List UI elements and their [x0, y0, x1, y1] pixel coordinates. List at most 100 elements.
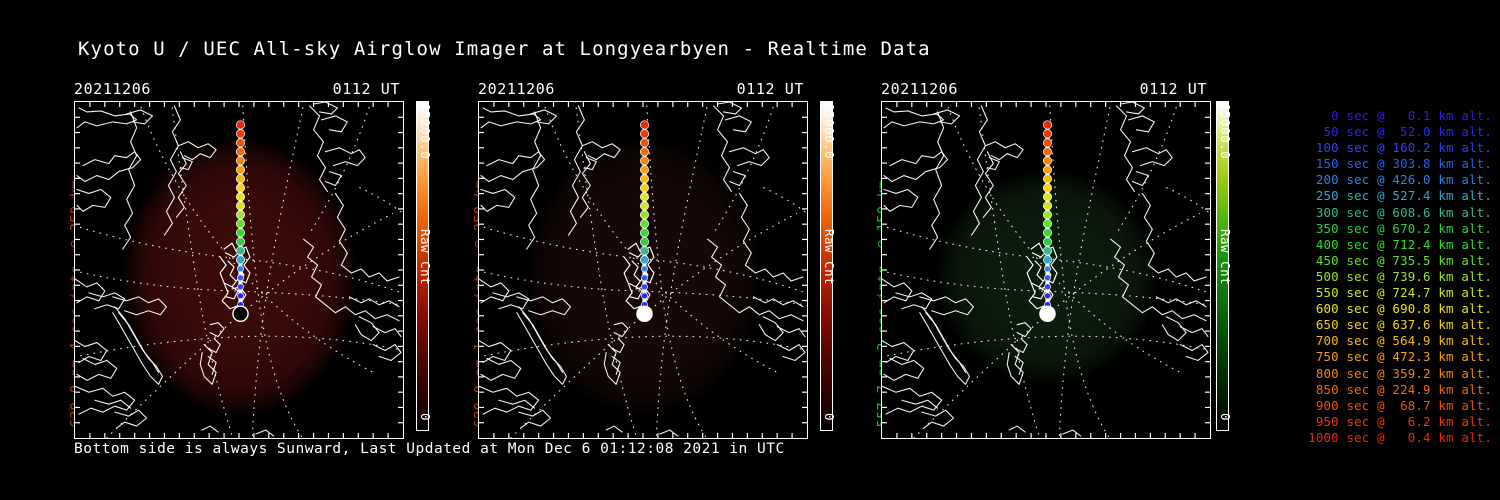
track-marker — [1042, 129, 1053, 139]
colorbar-max-label: 65000.0 — [822, 103, 837, 160]
legend-row: 300 sec @ 608.6 km alt. — [1308, 204, 1492, 220]
track-marker — [237, 292, 244, 300]
colorbar-630nm-4sec: 65000.0 Raw Cnt 0 — [410, 101, 456, 431]
legend-row: 250 sec @ 527.4 km alt. — [1308, 188, 1492, 204]
panel-date: 20211206 — [478, 80, 556, 98]
legend-row: 700 sec @ 564.9 km alt. — [1308, 333, 1492, 349]
track-marker — [1042, 183, 1053, 193]
legend-row: 600 sec @ 690.8 km alt. — [1308, 301, 1492, 317]
legend-row: 450 sec @ 735.5 km alt. — [1308, 252, 1492, 268]
colorbar-min-label: 0 — [1218, 413, 1233, 422]
sky-image-630nm-1sec[interactable] — [478, 101, 808, 439]
track-marker — [1044, 274, 1051, 282]
colorbar-max-label: 65000.0 — [418, 103, 433, 160]
legend-row: 950 sec @ 6.2 km alt. — [1308, 413, 1492, 429]
track-marker — [237, 265, 244, 273]
track-marker — [639, 246, 650, 256]
track-marker — [235, 192, 246, 202]
colorbar-min-label: 0 — [822, 413, 837, 422]
legend-row: 400 sec @ 712.4 km alt. — [1308, 236, 1492, 252]
colorbar-min-label: 0 — [418, 413, 433, 422]
legend-row: 200 sec @ 426.0 km alt. — [1308, 172, 1492, 188]
legend-row: 0 sec @ 0.1 km alt. — [1308, 108, 1492, 123]
sky-map-svg — [75, 102, 403, 438]
sky-map-svg — [882, 102, 1210, 438]
track-marker — [235, 120, 246, 130]
track-marker — [641, 265, 648, 273]
legend-row: 800 sec @ 359.2 km alt. — [1308, 365, 1492, 381]
legend-row: 900 sec @ 68.7 km alt. — [1308, 397, 1492, 413]
panel-header: 20211206 0112 UT — [74, 80, 404, 98]
track-marker — [235, 165, 246, 175]
track-marker — [1042, 120, 1053, 130]
colorbar-max-label: 65000.0 — [1218, 103, 1233, 160]
track-marker — [1042, 165, 1053, 175]
track-marker — [639, 210, 650, 220]
track-marker — [235, 129, 246, 139]
track-marker — [639, 237, 650, 247]
panel-date: 20211206 — [74, 80, 152, 98]
panel-time: 0112 UT — [332, 80, 400, 98]
track-marker — [235, 174, 246, 184]
colorbar-630nm-1sec: 65000.0 Raw Cnt 0 — [814, 101, 860, 431]
panel-header: 20211206 0112 UT — [881, 80, 1211, 98]
track-marker — [1042, 156, 1053, 166]
track-marker — [235, 201, 246, 211]
colorbar-unit-label: Raw Cnt — [1218, 229, 1233, 286]
colorbar-gradient — [416, 101, 429, 431]
footer-status: Bottom side is always Sunward, Last Upda… — [74, 441, 785, 457]
track-marker — [639, 120, 650, 130]
legend-row: 100 sec @ 160.2 km alt. — [1308, 140, 1492, 156]
colorbar-unit-label: Raw Cnt — [418, 229, 433, 286]
track-marker — [641, 292, 648, 300]
track-marker — [639, 192, 650, 202]
track-marker — [639, 183, 650, 193]
track-marker — [1042, 201, 1053, 211]
track-marker — [1042, 255, 1053, 265]
track-marker — [235, 219, 246, 229]
track-marker — [235, 255, 246, 265]
track-marker — [235, 228, 246, 238]
track-marker — [235, 138, 246, 148]
track-base-marker — [636, 305, 653, 322]
track-marker — [639, 165, 650, 175]
track-marker — [237, 274, 244, 282]
sky-image-557nm-2sec[interactable] — [881, 101, 1211, 439]
track-marker — [1042, 174, 1053, 184]
track-marker — [639, 174, 650, 184]
track-marker — [1042, 192, 1053, 202]
track-marker — [641, 274, 648, 282]
legend-row: 350 sec @ 670.2 km alt. — [1308, 220, 1492, 236]
legend-row: 1000 sec @ 0.4 km alt. — [1308, 429, 1492, 445]
legend-row: 850 sec @ 224.9 km alt. — [1308, 381, 1492, 397]
colorbar-gradient — [820, 101, 833, 431]
track-marker — [641, 283, 648, 291]
track-marker — [235, 183, 246, 193]
track-marker — [235, 237, 246, 247]
panel-time: 0112 UT — [736, 80, 804, 98]
track-marker — [639, 201, 650, 211]
panel-time: 0112 UT — [1139, 80, 1207, 98]
track-marker — [1042, 138, 1053, 148]
colorbar-unit-label: Raw Cnt — [822, 229, 837, 286]
track-marker — [639, 156, 650, 166]
legend-row: 750 sec @ 472.3 km alt. — [1308, 349, 1492, 365]
legend-row: 500 sec @ 739.6 km alt. — [1308, 268, 1492, 284]
track-marker — [639, 255, 650, 265]
colorbar-557nm-2sec: 65000.0 Raw Cnt 0 — [1210, 101, 1256, 431]
track-marker — [1042, 246, 1053, 256]
track-marker — [1042, 219, 1053, 229]
track-marker — [235, 156, 246, 166]
altitude-legend: 0 sec @ 0.1 km alt. 50 sec @ 52.0 km alt… — [1262, 108, 1492, 446]
track-marker — [1042, 210, 1053, 220]
sky-image-630nm-4sec[interactable] — [74, 101, 404, 439]
legend-row: 50 sec @ 52.0 km alt. — [1308, 124, 1492, 140]
track-marker — [1044, 283, 1051, 291]
track-marker — [235, 147, 246, 157]
track-marker — [639, 147, 650, 157]
track-marker — [639, 228, 650, 238]
track-marker — [1044, 292, 1051, 300]
track-marker — [639, 138, 650, 148]
colorbar-gradient — [1216, 101, 1229, 431]
